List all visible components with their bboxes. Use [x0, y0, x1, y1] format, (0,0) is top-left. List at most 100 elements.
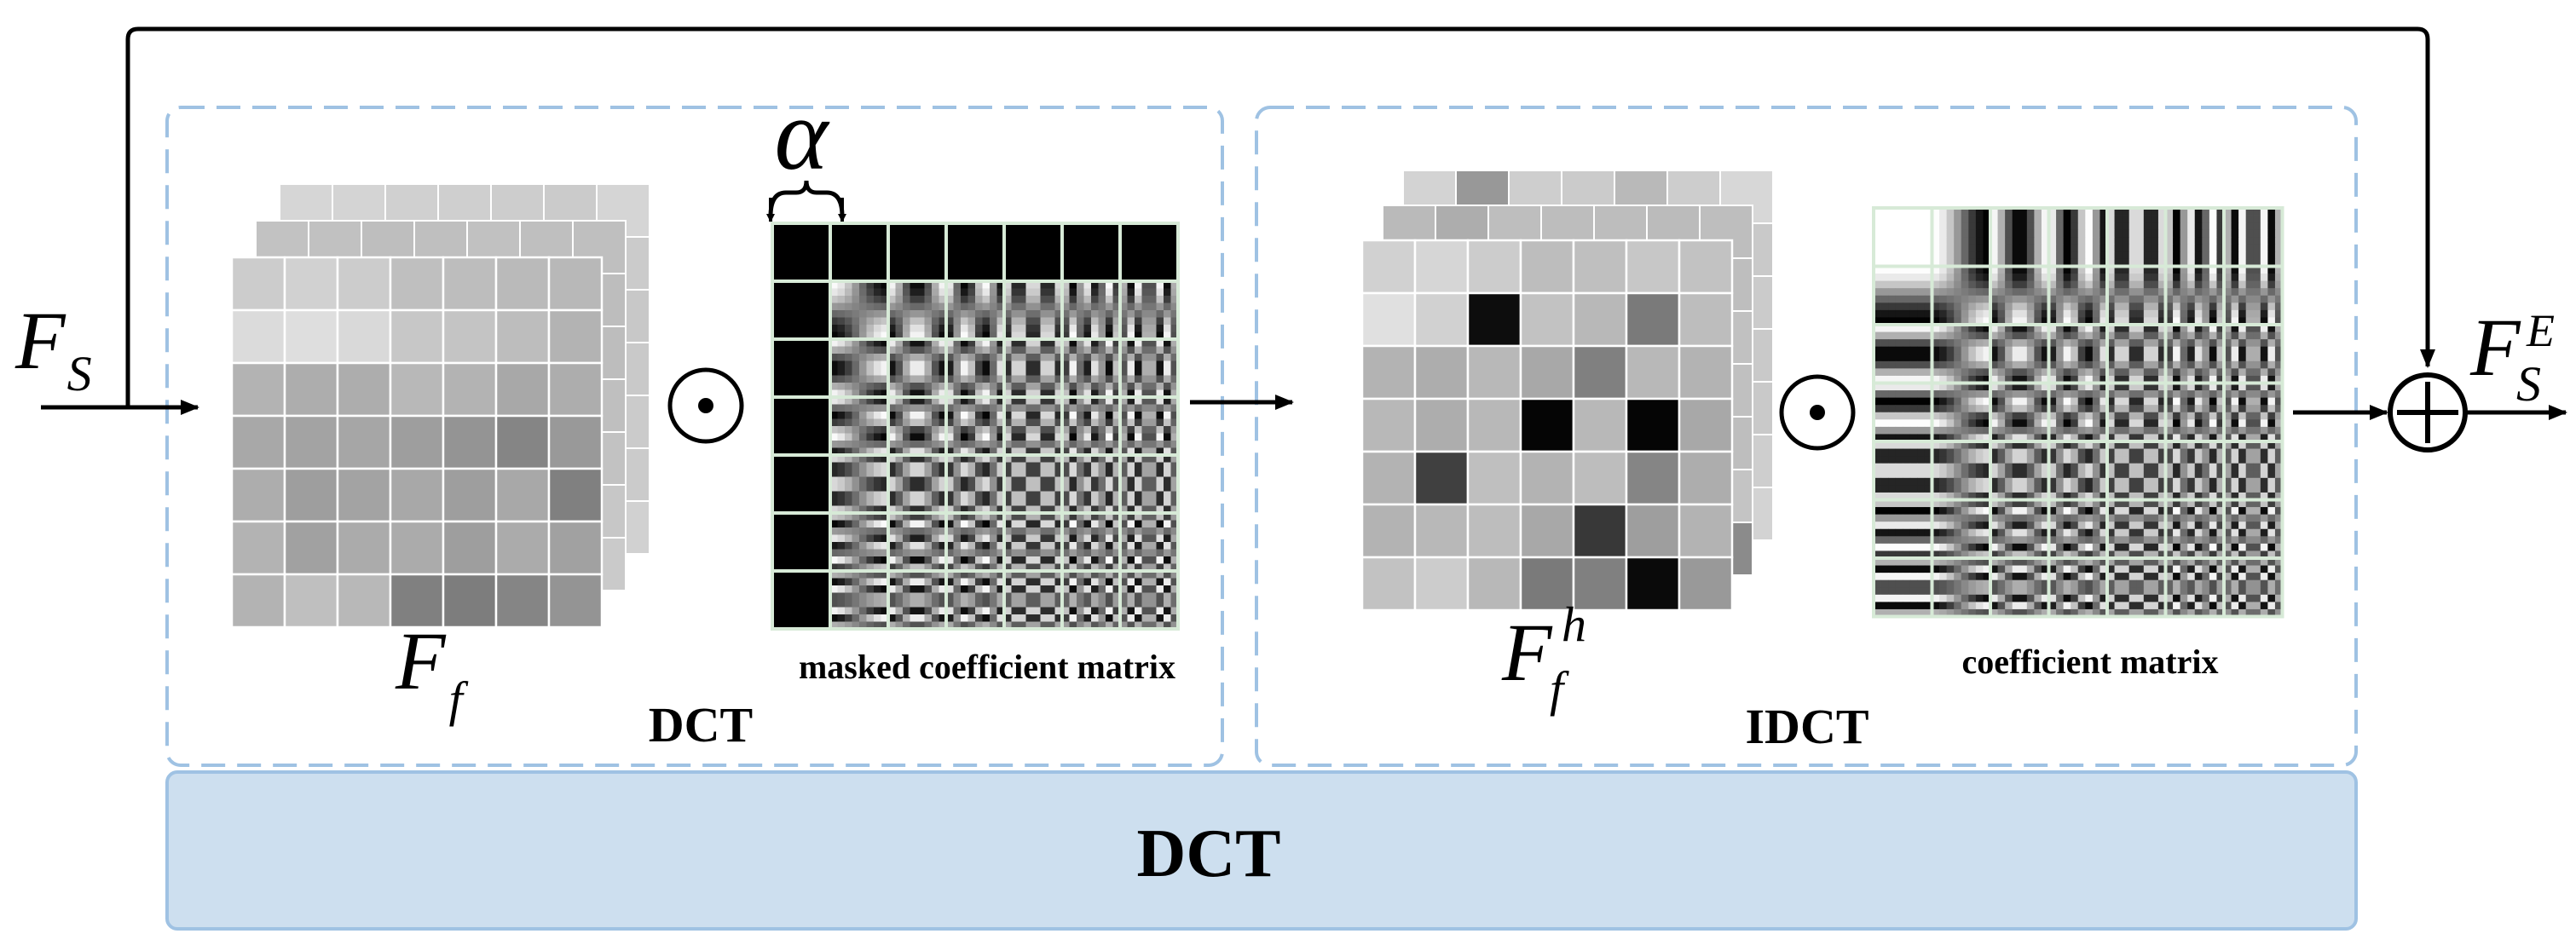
basis-pattern: [830, 339, 889, 398]
feature-cell: [1572, 450, 1628, 506]
basis-pattern: [2165, 383, 2225, 442]
feature-cell: [1413, 450, 1470, 506]
feature-front-layer: [230, 256, 604, 629]
basis-pattern: [1062, 281, 1121, 340]
feature-cell: [1360, 450, 1417, 506]
feature-cell: [389, 573, 445, 629]
basis-pattern: [2165, 325, 2225, 383]
feature-cell: [1360, 397, 1417, 453]
feature-cell: [336, 256, 392, 312]
basis-pattern: [1990, 558, 2049, 617]
feature-cell: [389, 256, 445, 312]
feature-cell: [1519, 239, 1575, 295]
feature-cell: [1572, 239, 1628, 295]
feature-cell: [1413, 239, 1470, 295]
feature-cell: [1572, 397, 1628, 453]
masked-coefficient-matrix: [771, 222, 1180, 631]
alpha-symbol: α: [775, 78, 830, 191]
basis-pattern: [1120, 339, 1179, 398]
hadamard-product-icon-1: [667, 367, 744, 444]
alpha-annotation: α: [766, 78, 846, 222]
basis-pattern: [1062, 513, 1121, 572]
feature-cell: [1625, 503, 1681, 559]
basis-pattern: [1874, 499, 1932, 559]
feature-cell: [494, 573, 551, 629]
basis-pattern: [1004, 339, 1063, 398]
basis-pattern: [2165, 208, 2225, 267]
dct-feature-label: Ff: [395, 615, 469, 727]
feature-cell: [442, 467, 498, 523]
basis-pattern: [1120, 513, 1179, 572]
feature-cell: [283, 308, 339, 365]
feature-cell: [1625, 291, 1681, 348]
feature-cell: [1466, 344, 1522, 401]
basis-pattern: [1990, 499, 2049, 559]
input-label: FS: [14, 295, 92, 401]
feature-cell: [230, 467, 286, 523]
dct-panel: [165, 106, 1224, 767]
basis-pattern: [1990, 441, 2049, 500]
basis-pattern: [2165, 441, 2225, 500]
masked-cell: [772, 281, 830, 339]
feature-cell: [494, 520, 551, 576]
masked-cell: [772, 223, 830, 281]
basis-pattern: [830, 513, 889, 572]
idct-panel: [1255, 106, 2358, 767]
feature-cell: [1572, 291, 1628, 348]
element-wise-sum-icon: [2388, 372, 2468, 452]
feature-cell: [547, 414, 604, 470]
basis-pattern: [1874, 383, 1932, 442]
feature-cell: [1572, 556, 1628, 612]
feature-cell: [547, 467, 604, 523]
feature-cell: [230, 256, 286, 312]
feature-cell: [230, 361, 286, 418]
basis-pattern: [946, 397, 1005, 456]
basis-pattern: [2048, 325, 2108, 383]
feature-cell: [389, 520, 445, 576]
feature-cell: [1413, 291, 1470, 348]
feature-cell: [283, 573, 339, 629]
basis-pattern: [1874, 558, 1932, 617]
basis-pattern: [946, 281, 1005, 340]
idct-feature-stack: [1360, 170, 1774, 612]
masked-matrix-caption: masked coefficient matrix: [799, 648, 1175, 686]
basis-pattern: [888, 281, 947, 340]
feature-cell: [336, 520, 392, 576]
basis-pattern: [2165, 558, 2225, 617]
masked-cell: [830, 223, 888, 281]
basis-pattern: [1004, 397, 1063, 456]
masked-cell: [772, 513, 830, 571]
basis-pattern: [2107, 266, 2166, 326]
feature-cell: [230, 573, 286, 629]
basis-pattern: [888, 513, 947, 572]
feature-cell: [1519, 397, 1575, 453]
basis-pattern: [2048, 441, 2108, 500]
feature-cell: [283, 256, 339, 312]
feature-cell: [336, 467, 392, 523]
basis-pattern: [2224, 208, 2283, 267]
basis-pattern: [946, 339, 1005, 398]
basis-pattern: [2048, 499, 2108, 559]
feature-cell: [1360, 556, 1417, 612]
masked-cell: [1062, 223, 1120, 281]
basis-pattern: [946, 455, 1005, 514]
feature-cell: [336, 308, 392, 365]
feature-cell: [442, 520, 498, 576]
basis-pattern: [2224, 266, 2283, 326]
basis-pattern: [2165, 499, 2225, 559]
masked-cell: [1120, 223, 1178, 281]
feature-cell: [1360, 344, 1417, 401]
feature-cell: [1519, 450, 1575, 506]
bottom-bar: DCT: [165, 770, 2358, 931]
basis-pattern: [2048, 558, 2108, 617]
basis-pattern: [946, 513, 1005, 572]
svg-text:Ff: Ff: [395, 615, 469, 727]
basis-pattern: [1004, 513, 1063, 572]
basis-pattern: [1874, 441, 1932, 500]
feature-cell: [1519, 503, 1575, 559]
feature-cell: [1466, 239, 1522, 295]
feature-cell: [1519, 344, 1575, 401]
svg-text:f: f: [1550, 661, 1569, 717]
feature-cell: [283, 520, 339, 576]
feature-cell: [547, 573, 604, 629]
